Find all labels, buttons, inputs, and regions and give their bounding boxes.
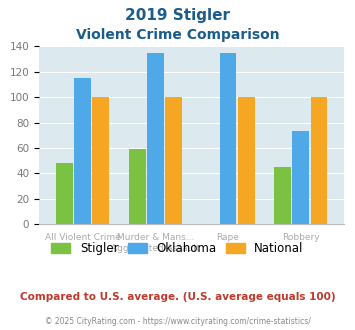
Bar xyxy=(274,167,291,224)
Text: Aggravated Assault: Aggravated Assault xyxy=(111,244,200,252)
Bar xyxy=(238,97,255,224)
Legend: Stigler, Oklahoma, National: Stigler, Oklahoma, National xyxy=(47,237,308,260)
Text: Murder & Mans...: Murder & Mans... xyxy=(117,233,194,242)
Bar xyxy=(74,78,91,224)
Text: Rape: Rape xyxy=(217,233,240,242)
Text: 2019 Stigler: 2019 Stigler xyxy=(125,8,230,23)
Bar xyxy=(311,97,327,224)
Bar xyxy=(220,52,236,224)
Bar xyxy=(293,131,309,224)
Text: Robbery: Robbery xyxy=(282,233,320,242)
Bar xyxy=(92,97,109,224)
Bar xyxy=(129,149,146,224)
Text: All Violent Crime: All Violent Crime xyxy=(45,233,121,242)
Bar xyxy=(56,163,73,224)
Text: Compared to U.S. average. (U.S. average equals 100): Compared to U.S. average. (U.S. average … xyxy=(20,292,335,302)
Bar xyxy=(165,97,182,224)
Bar xyxy=(147,52,164,224)
Text: © 2025 CityRating.com - https://www.cityrating.com/crime-statistics/: © 2025 CityRating.com - https://www.city… xyxy=(45,317,310,326)
Text: Violent Crime Comparison: Violent Crime Comparison xyxy=(76,28,279,42)
